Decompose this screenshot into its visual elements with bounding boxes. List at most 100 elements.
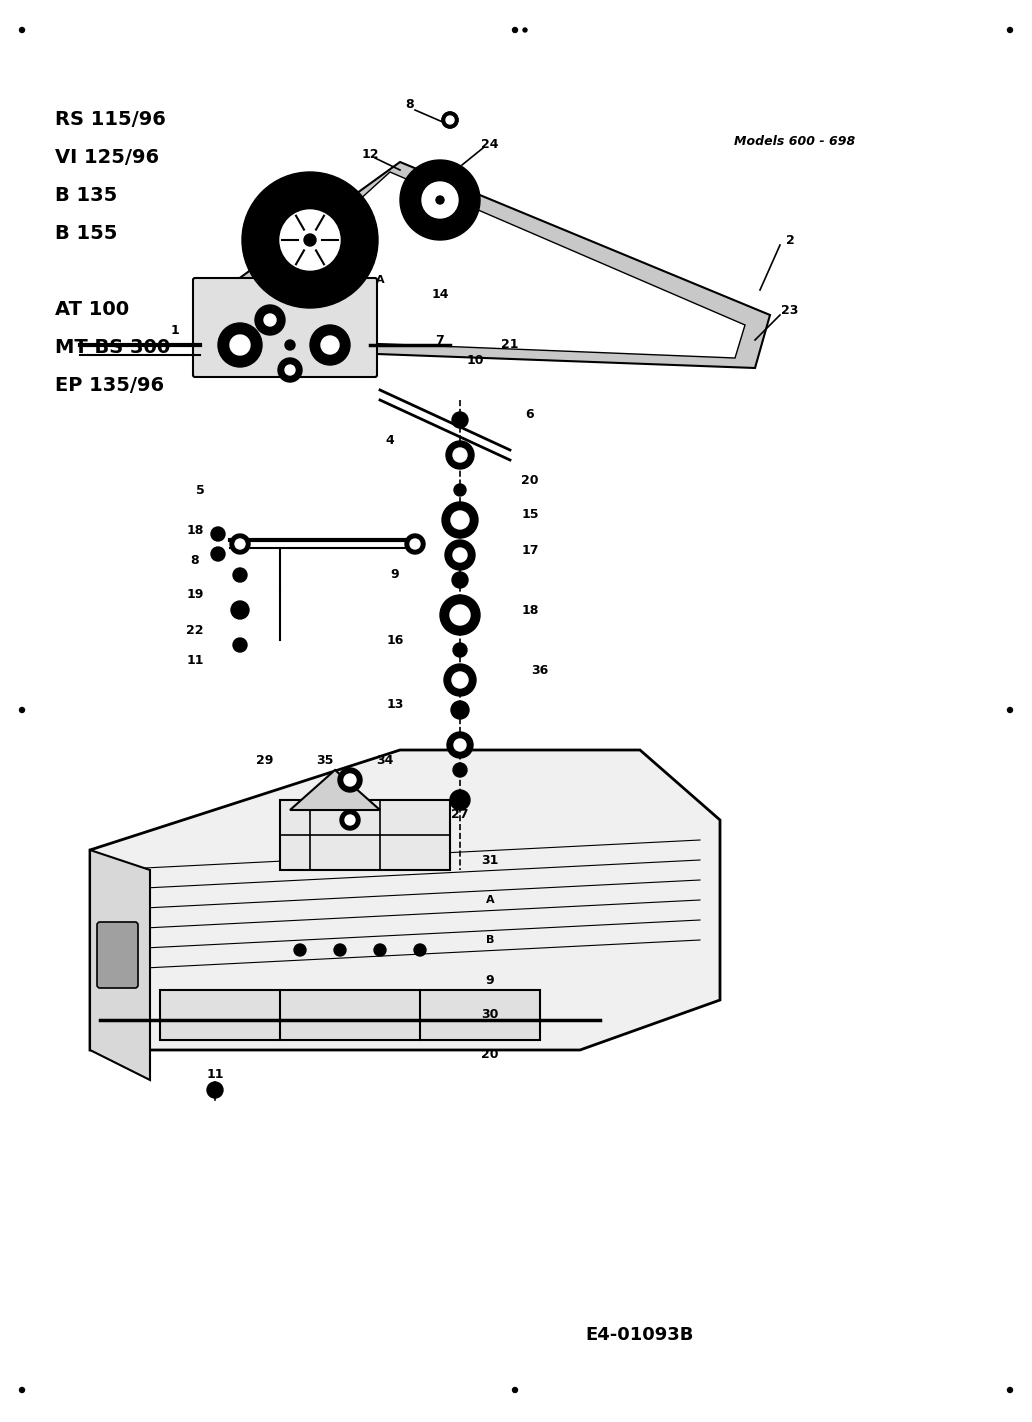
Circle shape <box>451 701 469 720</box>
Circle shape <box>282 212 338 267</box>
Circle shape <box>255 304 285 336</box>
Circle shape <box>20 708 25 712</box>
Text: 5: 5 <box>196 483 204 496</box>
Circle shape <box>432 192 448 208</box>
Circle shape <box>440 594 480 636</box>
Text: 22: 22 <box>186 623 203 637</box>
Circle shape <box>454 739 466 751</box>
Text: B 135: B 135 <box>55 186 118 205</box>
Circle shape <box>452 412 467 428</box>
Circle shape <box>1007 708 1012 712</box>
Text: 20: 20 <box>481 1048 498 1061</box>
Polygon shape <box>238 172 745 358</box>
Circle shape <box>340 811 360 830</box>
Circle shape <box>298 228 322 252</box>
Circle shape <box>233 567 247 582</box>
Circle shape <box>1007 1388 1012 1392</box>
Text: 36: 36 <box>531 664 549 677</box>
Circle shape <box>414 944 426 956</box>
Text: Models 600 - 698: Models 600 - 698 <box>734 135 856 148</box>
Text: 14: 14 <box>431 289 449 301</box>
Text: 2: 2 <box>785 233 795 246</box>
Circle shape <box>405 535 425 555</box>
Text: 15: 15 <box>521 509 539 522</box>
Text: 23: 23 <box>781 303 799 317</box>
Polygon shape <box>280 801 450 870</box>
Text: 9: 9 <box>486 974 494 987</box>
Text: RS 115/96: RS 115/96 <box>55 109 166 129</box>
Text: B: B <box>486 936 494 946</box>
Circle shape <box>454 483 466 496</box>
Text: 18: 18 <box>187 523 203 536</box>
Text: VI 125/96: VI 125/96 <box>55 148 159 166</box>
Circle shape <box>400 161 480 240</box>
Circle shape <box>218 323 262 367</box>
Polygon shape <box>215 162 770 368</box>
Text: 24: 24 <box>481 138 498 152</box>
Text: E4-01093B: E4-01093B <box>585 1325 695 1344</box>
Circle shape <box>338 768 362 792</box>
Text: MT BS 300: MT BS 300 <box>55 338 170 357</box>
Text: 12: 12 <box>361 148 379 162</box>
Text: 11: 11 <box>206 1068 224 1082</box>
Circle shape <box>447 732 473 758</box>
Circle shape <box>446 117 454 124</box>
Text: 10: 10 <box>466 354 484 367</box>
Circle shape <box>452 673 467 688</box>
Text: 4: 4 <box>386 434 394 447</box>
Circle shape <box>452 572 467 589</box>
Text: 8: 8 <box>406 98 414 111</box>
Circle shape <box>230 535 250 555</box>
Circle shape <box>241 172 378 309</box>
Circle shape <box>264 314 276 326</box>
Text: 33: 33 <box>329 189 347 202</box>
Circle shape <box>424 183 456 216</box>
Circle shape <box>442 112 458 128</box>
Circle shape <box>444 664 476 695</box>
Text: 1: 1 <box>170 323 180 337</box>
Circle shape <box>442 112 458 128</box>
Text: 18: 18 <box>521 603 539 617</box>
Circle shape <box>20 27 25 33</box>
Circle shape <box>446 441 474 469</box>
Polygon shape <box>290 769 380 811</box>
FancyBboxPatch shape <box>193 277 377 377</box>
Text: 8: 8 <box>191 553 199 566</box>
Circle shape <box>211 528 225 540</box>
Text: 16: 16 <box>386 633 404 647</box>
Circle shape <box>513 1388 517 1392</box>
Text: 13: 13 <box>386 698 404 711</box>
Circle shape <box>321 336 338 354</box>
Circle shape <box>442 502 478 538</box>
Circle shape <box>278 358 302 383</box>
Circle shape <box>304 235 316 246</box>
Text: A: A <box>486 894 494 904</box>
Circle shape <box>523 28 527 33</box>
Circle shape <box>453 448 467 462</box>
Circle shape <box>445 540 475 570</box>
Text: 29: 29 <box>256 754 273 766</box>
Text: EP 135/96: EP 135/96 <box>55 375 164 395</box>
Circle shape <box>235 539 245 549</box>
Circle shape <box>310 326 350 365</box>
Circle shape <box>20 1388 25 1392</box>
Text: B 155: B 155 <box>55 225 118 243</box>
Text: 21: 21 <box>502 338 519 351</box>
Circle shape <box>294 944 307 956</box>
Circle shape <box>450 791 470 811</box>
Circle shape <box>334 944 346 956</box>
Circle shape <box>374 944 386 956</box>
Text: AT 100: AT 100 <box>55 300 129 319</box>
Circle shape <box>513 27 517 33</box>
Circle shape <box>450 604 470 626</box>
Circle shape <box>453 643 467 657</box>
Circle shape <box>207 1082 223 1098</box>
Text: 31: 31 <box>481 853 498 866</box>
Text: 7: 7 <box>436 334 445 347</box>
Circle shape <box>285 365 295 375</box>
Circle shape <box>280 210 340 270</box>
Circle shape <box>436 196 444 203</box>
Polygon shape <box>90 749 720 1049</box>
Text: 19: 19 <box>187 589 203 602</box>
Circle shape <box>1007 27 1012 33</box>
